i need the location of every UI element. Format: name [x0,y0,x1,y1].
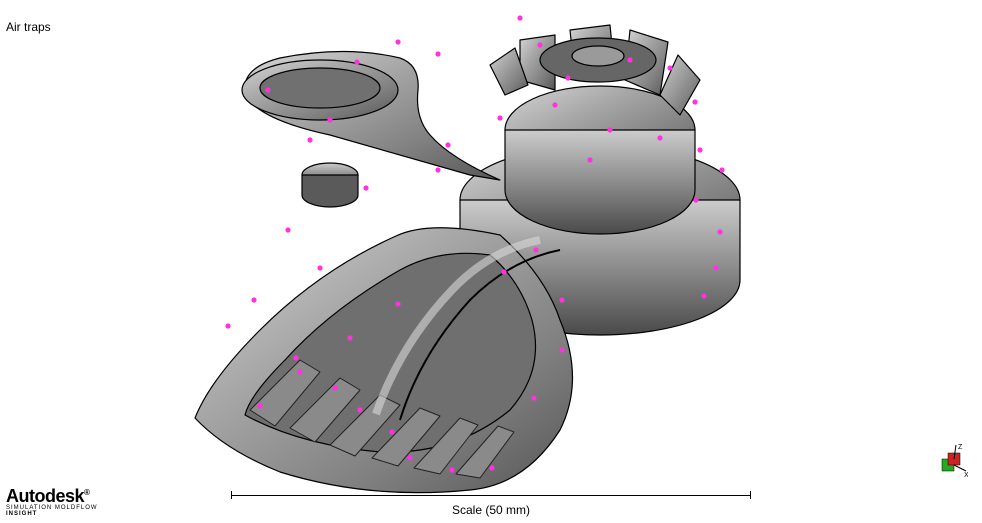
air-trap-marker [449,467,454,472]
air-trap-marker [317,265,322,270]
air-trap-marker [693,197,698,202]
air-trap-marker [533,247,538,252]
air-trap-marker [395,39,400,44]
svg-text:Z: Z [958,444,963,451]
air-trap-marker [407,455,412,460]
air-trap-marker [225,323,230,328]
air-trap-marker [719,167,724,172]
air-trap-marker [395,301,400,306]
air-trap-marker [293,355,298,360]
viewport[interactable]: Air traps [0,0,982,523]
air-trap-marker [327,117,332,122]
result-title: Air traps [6,20,51,34]
air-trap-marker [347,335,352,340]
air-trap-marker [531,395,536,400]
air-trap-marker [307,137,312,142]
air-trap-marker [552,102,557,107]
air-trap-marker [445,142,450,147]
air-trap-marker [297,369,302,374]
air-trap-marker [435,51,440,56]
air-trap-marker [285,227,290,232]
orientation-triad[interactable]: X Z [926,441,968,483]
svg-text:X: X [964,472,968,479]
scale-bar: Scale (50 mm) [231,491,751,517]
air-trap-marker [489,465,494,470]
air-trap-marker [354,59,359,64]
air-trap-marker [717,229,722,234]
air-trap-marker [657,135,662,140]
air-trap-marker [265,87,270,92]
air-trap-marker [697,147,702,152]
air-trap-marker [701,293,706,298]
scale-label: Scale (50 mm) [231,503,751,517]
air-trap-marker [389,429,394,434]
air-trap-marker [565,75,570,80]
air-trap-marker [517,15,522,20]
brand-logo: Autodesk® SIMULATION MOLDFLOW INSIGHT [6,487,98,517]
air-trap-marker [251,297,256,302]
air-trap-marker [667,65,672,70]
air-trap-marker [692,99,697,104]
air-trap-marker [357,407,362,412]
air-trap-marker [363,185,368,190]
air-trap-marker [257,403,262,408]
air-trap-marker [501,269,506,274]
air-trap-marker [435,167,440,172]
air-trap-marker [559,347,564,352]
air-trap-marker [537,42,542,47]
air-trap-marker [332,385,337,390]
air-trap-marker [497,115,502,120]
air-trap-marker [607,127,612,132]
model-render [0,0,982,523]
air-trap-marker [559,297,564,302]
air-trap-marker [627,57,632,62]
air-trap-marker [713,265,718,270]
air-trap-marker [587,157,592,162]
